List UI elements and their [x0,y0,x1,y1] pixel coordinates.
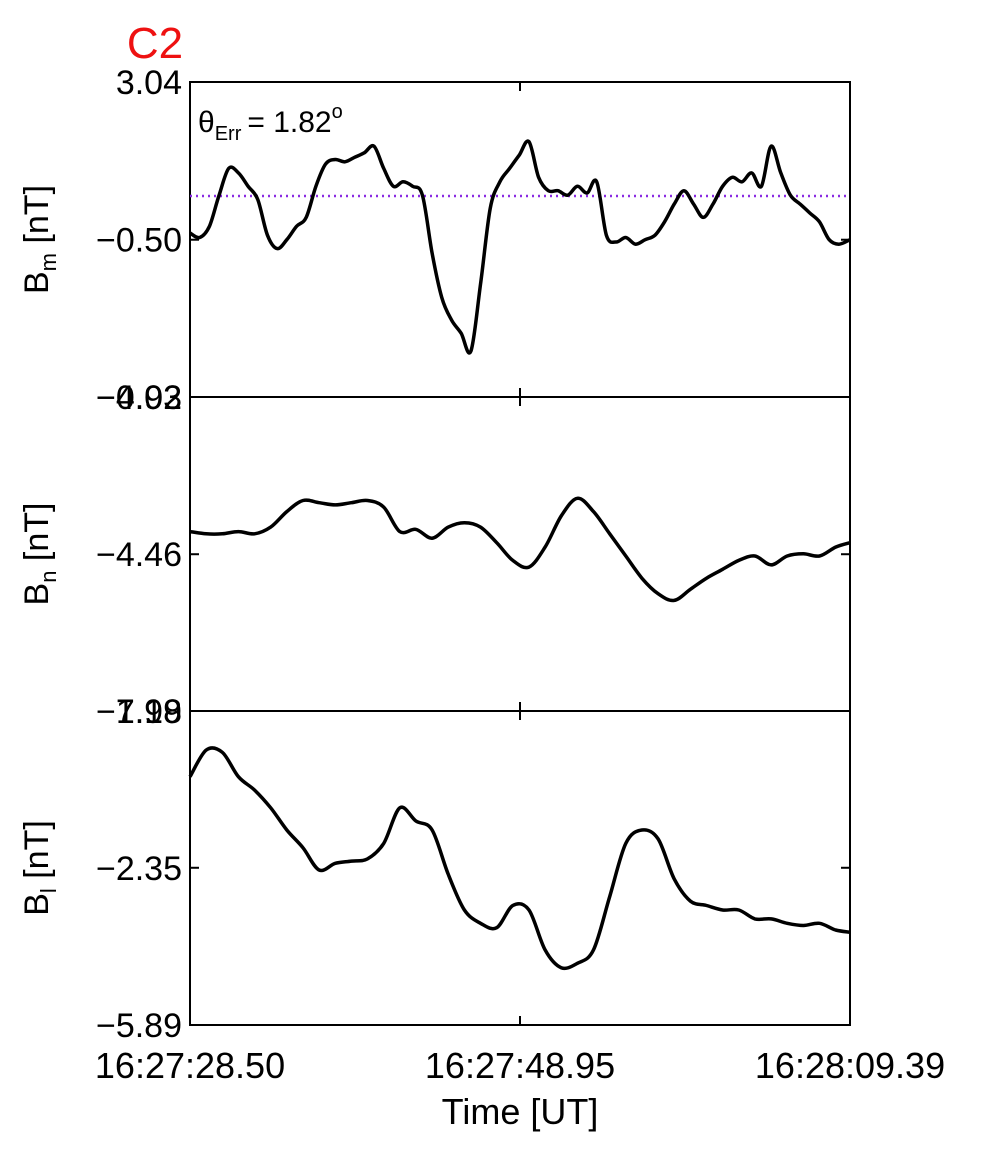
y-tick-label: −4.03 [96,379,182,417]
data-series-line [189,496,851,603]
y-tick-label: −0.92 [96,379,182,417]
y-axis-label-sub: l [36,888,61,893]
y-tick-label: −5.89 [96,1007,182,1045]
theta-symbol: θ [198,106,215,139]
y-axis-label-sub: m [36,253,61,271]
y-axis-label-main: B [18,893,56,916]
theta-subscript: Err [215,123,242,145]
y-tick-label: −0.50 [96,222,182,260]
data-series-line [189,139,851,355]
x-axis-label: Time [UT] [442,1091,599,1132]
y-tick-label: 3.04 [116,64,182,102]
theta-error-annotation: θErr = 1.82o [198,101,343,145]
panel-bl: −5.89 −2.35 1.18 Bl [nT] [18,693,851,1045]
x-tick-label: 16:27:28.50 [95,1045,285,1086]
plot-frame [189,396,851,712]
y-axis-label-unit: [nT] [18,820,56,888]
spacecraft-label: C2 [127,19,183,68]
y-axis-label: Bm [nT] [18,185,61,294]
theta-value: = 1.82 [247,106,331,139]
y-axis-label-sub: n [36,571,61,583]
y-axis-label: Bn [nT] [18,503,61,606]
y-tick-label: −7.99 [96,693,182,731]
x-tick-label: 16:28:09.39 [755,1045,945,1086]
panel-bm: −4.03 −0.50 3.04 Bm [nT] [18,64,851,417]
plot-frame [189,710,851,1026]
y-axis-label-unit: [nT] [18,503,56,571]
y-tick-label: −2.35 [96,850,182,888]
y-axis-label-main: B [18,583,56,606]
x-tick-label: 16:27:48.95 [425,1045,615,1086]
y-axis-label: Bl [nT] [18,820,61,916]
data-series-line [188,746,851,971]
y-tick-label: −4.46 [96,536,182,574]
y-axis-label-unit: [nT] [18,185,56,253]
y-axis-label-main: B [18,271,56,294]
panel-bn: −7.99 −4.46 −0.92 Bn [nT] [18,379,851,731]
y-tick-label: 1.18 [116,693,182,731]
degree-symbol: o [332,101,343,123]
